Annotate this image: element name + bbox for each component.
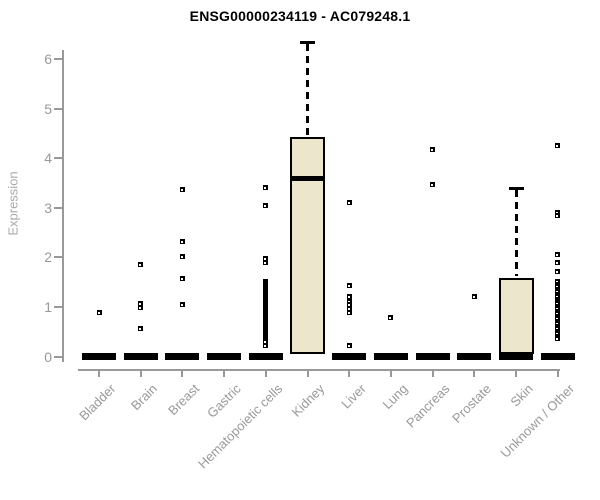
x-tick-label: Kidney	[288, 381, 328, 420]
data-point	[179, 253, 185, 259]
y-axis-tick	[54, 305, 62, 308]
x-tick-label: Pancreas	[402, 381, 453, 431]
x-axis-tick	[264, 369, 267, 377]
x-axis-tick	[139, 369, 142, 377]
whisker-cap	[300, 40, 315, 44]
box	[290, 137, 325, 355]
upper-whisker	[306, 43, 309, 136]
chart-title: ENSG00000234119 - AC079248.1	[189, 8, 411, 24]
upper-whisker	[514, 190, 518, 277]
y-axis-line	[62, 50, 64, 362]
median-line	[292, 175, 323, 181]
zero-bar	[332, 353, 367, 360]
x-axis-tick	[473, 369, 476, 377]
x-axis-tick	[556, 369, 559, 377]
x-tick-label: Unknown / Other	[497, 381, 578, 461]
data-point	[555, 213, 561, 219]
data-point	[346, 200, 352, 206]
data-point	[346, 298, 352, 304]
x-tick-label: Breast	[164, 381, 203, 419]
data-point	[471, 294, 477, 300]
y-axis-tick	[54, 206, 62, 209]
y-tick-label: 6	[44, 51, 52, 68]
y-tick-label: 0	[44, 348, 52, 365]
data-point	[263, 338, 269, 344]
y-tick-label: 3	[44, 199, 52, 216]
zero-bar	[373, 353, 408, 360]
data-point	[555, 143, 561, 149]
x-tick-label: Skin	[507, 381, 536, 410]
y-axis-tick	[54, 107, 62, 110]
data-point	[430, 146, 436, 152]
data-point	[555, 269, 561, 275]
y-tick-label: 1	[44, 298, 52, 315]
x-axis-tick	[515, 369, 517, 377]
data-point	[346, 306, 352, 312]
x-axis-tick	[306, 369, 309, 377]
box	[498, 278, 534, 354]
x-axis-tick	[223, 369, 226, 377]
x-axis-tick	[98, 369, 100, 377]
zero-bar	[540, 353, 575, 360]
x-tick-label: Gastric	[203, 381, 244, 421]
data-point	[179, 238, 185, 244]
data-point	[96, 309, 102, 315]
x-tick-label: Lung	[379, 381, 411, 413]
zero-bar	[165, 353, 200, 360]
x-tick-label: Liver	[338, 381, 369, 412]
x-axis-tick	[389, 369, 392, 377]
data-point	[179, 302, 185, 308]
zero-bar	[248, 353, 283, 360]
zero-bar	[207, 353, 242, 360]
data-point	[138, 325, 144, 331]
data-point	[263, 185, 269, 191]
x-axis-line	[78, 369, 560, 371]
x-tick-label: Bladder	[76, 381, 119, 424]
zero-bar	[499, 353, 533, 360]
data-point	[555, 260, 561, 266]
data-point	[388, 314, 394, 320]
zero-bar	[123, 353, 158, 360]
x-tick-label: Prostate	[449, 381, 494, 426]
y-tick-label: 5	[44, 100, 52, 117]
y-axis-tick	[54, 256, 62, 259]
data-point	[263, 342, 269, 348]
data-point	[555, 335, 561, 341]
data-point	[263, 259, 269, 265]
data-point	[138, 300, 144, 306]
whisker-cap	[508, 187, 524, 191]
zero-bar	[415, 353, 450, 360]
y-axis-tick	[54, 355, 62, 358]
data-point	[263, 202, 269, 208]
x-axis-tick	[348, 369, 351, 377]
data-point	[346, 282, 352, 288]
data-point	[263, 255, 269, 261]
y-tick-label: 2	[44, 249, 52, 266]
x-axis-tick	[431, 369, 434, 377]
data-point	[430, 182, 436, 188]
y-axis-tick	[54, 157, 62, 160]
data-point	[346, 302, 352, 308]
data-point	[346, 310, 352, 316]
data-point	[555, 252, 561, 258]
y-axis-tick	[54, 58, 62, 61]
y-tick-label: 4	[44, 150, 52, 167]
data-point	[346, 293, 352, 299]
data-point	[138, 262, 144, 268]
zero-bar	[457, 353, 492, 360]
zero-bar	[82, 353, 116, 360]
data-point	[346, 342, 352, 348]
x-axis-tick	[181, 369, 184, 377]
data-point	[179, 275, 185, 281]
data-point	[138, 305, 144, 311]
data-point	[179, 186, 185, 192]
x-tick-label: Brain	[128, 381, 161, 414]
